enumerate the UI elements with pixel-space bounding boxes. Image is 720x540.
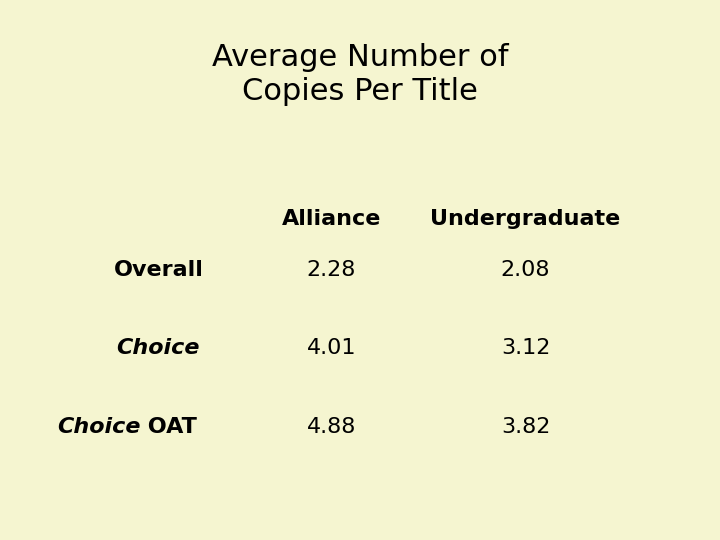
Text: Undergraduate: Undergraduate [431, 208, 621, 229]
Text: 4.88: 4.88 [307, 416, 356, 437]
Text: 4.01: 4.01 [307, 338, 356, 359]
Text: Average Number of
Copies Per Title: Average Number of Copies Per Title [212, 43, 508, 106]
Text: 2.28: 2.28 [307, 260, 356, 280]
Text: Overall: Overall [114, 260, 203, 280]
Text: 2.08: 2.08 [501, 260, 550, 280]
Text: OAT: OAT [140, 416, 197, 437]
Text: 3.82: 3.82 [501, 416, 550, 437]
Text: Choice: Choice [57, 416, 140, 437]
Text: 3.12: 3.12 [501, 338, 550, 359]
Text: Alliance: Alliance [282, 208, 381, 229]
Text: Choice: Choice [117, 338, 200, 359]
